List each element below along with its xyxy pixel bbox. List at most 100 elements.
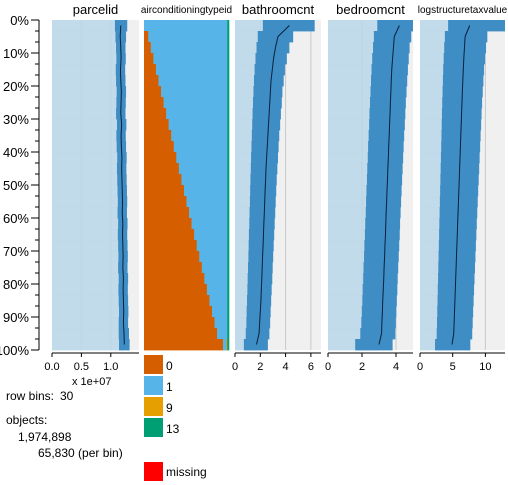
sd-range-bar [365, 218, 401, 230]
mean-bar [52, 196, 123, 208]
category-legend: 0 1 9 13 missing [144, 355, 207, 481]
category-segment [166, 108, 228, 120]
category-segment [189, 207, 228, 219]
mean-bar [420, 141, 461, 153]
x-axis-tick-label: 1.0 [103, 361, 118, 373]
mean-bar [52, 240, 123, 252]
mean-bar [235, 196, 265, 208]
mean-bar [235, 141, 268, 153]
mean-bar [420, 42, 465, 54]
mean-bar [328, 20, 400, 32]
sd-range-bar [369, 97, 406, 109]
sd-range-bar [247, 273, 273, 285]
mean-bar [328, 207, 387, 219]
mean-bar [420, 262, 457, 274]
category-segment [144, 31, 149, 43]
mean-bar [420, 295, 455, 307]
mean-bar [328, 97, 391, 109]
x-axis-tick-label: 10 [479, 361, 491, 373]
mean-bar [420, 185, 459, 197]
mean-bar [52, 174, 122, 186]
row-axis-tick-label: 70% [3, 244, 29, 259]
mean-bar [52, 152, 122, 164]
row-axis-tick-label: 30% [3, 112, 29, 127]
sd-range-bar [243, 339, 268, 351]
mean-bar [52, 86, 122, 98]
mean-bar [328, 42, 394, 54]
row-bins-value: 30 [60, 389, 74, 403]
sd-range-bar [448, 20, 505, 32]
sd-range-bar [437, 295, 474, 307]
sd-range-bar [254, 64, 285, 76]
mean-bar [52, 317, 124, 329]
row-axis-tick-label: 100% [0, 343, 29, 358]
category-segment [227, 152, 230, 164]
category-segment [144, 240, 197, 252]
sd-range-bar [252, 108, 281, 120]
sd-range-bar [365, 207, 401, 219]
sd-range-bar [247, 295, 272, 307]
mean-bar [328, 75, 392, 87]
mean-bar [52, 141, 122, 153]
row-axis-tick-label: 20% [3, 79, 29, 94]
legend-label: 1 [166, 380, 173, 394]
mean-bar [52, 31, 121, 43]
sd-range-bar [362, 295, 397, 307]
row-axis-tick-label: 10% [3, 46, 29, 61]
legend-swatch [144, 418, 163, 437]
mean-bar [52, 273, 124, 285]
column-title: logstructuretaxvalue [418, 5, 508, 16]
mean-bar [420, 75, 463, 87]
category-segment [227, 295, 230, 307]
x-axis-tick-label: 0 [325, 361, 331, 373]
category-segment [227, 86, 230, 98]
mean-bar [328, 229, 386, 241]
category-segment [144, 130, 172, 142]
sd-range-bar [251, 130, 280, 142]
mean-bar [52, 42, 121, 54]
mean-bar [328, 152, 389, 164]
legend-label: 13 [166, 422, 180, 436]
legend-label: 0 [166, 359, 173, 373]
row-bins-label: row bins: [6, 389, 54, 403]
mean-bar [235, 163, 266, 175]
sd-range-bar [371, 75, 408, 87]
category-segment [191, 218, 228, 230]
sd-range-bar [248, 262, 273, 274]
x-axis-tick-label: 0 [417, 361, 423, 373]
row-axis-tick-label: 80% [3, 277, 29, 292]
mean-bar [420, 86, 463, 98]
mean-bar [235, 53, 274, 65]
mean-bar [328, 317, 382, 329]
category-segment [144, 339, 224, 351]
category-segment [227, 185, 230, 197]
category-segment [144, 196, 187, 208]
category-segment [144, 75, 159, 87]
mean-bar [420, 31, 466, 43]
row-axis-tick-label: 50% [3, 178, 29, 193]
category-segment [227, 284, 230, 296]
sd-range-bar [251, 141, 279, 153]
category-segment [227, 306, 230, 318]
column-logstructuretaxvalue: logstructuretaxvalue 0 5 10 [417, 5, 508, 373]
sd-range-bar [369, 108, 406, 120]
category-segment [144, 163, 180, 175]
mean-bar [235, 31, 278, 43]
mean-bar [328, 240, 385, 252]
mean-bar [328, 86, 391, 98]
sd-range-bar [245, 328, 270, 340]
category-segment [181, 174, 228, 186]
x-axis-tick-label: 6 [308, 361, 314, 373]
sd-range-bar [363, 262, 399, 274]
category-segment [144, 152, 177, 164]
category-segment [153, 53, 228, 65]
mean-bar [328, 174, 388, 186]
column-parcelid: parcelid 0.0 0.5 1.0 x 1e+07 [44, 2, 139, 388]
row-bins-info: row bins: 30 objects: 1,974,898 65,830 (… [6, 389, 123, 460]
category-segment [144, 262, 203, 274]
x-axis-tick-label: 2 [359, 361, 365, 373]
x-axis-scale-label: x 1e+07 [72, 376, 111, 388]
category-segment [214, 317, 228, 329]
sd-range-bar [251, 152, 278, 164]
sd-range-bar [250, 185, 277, 197]
